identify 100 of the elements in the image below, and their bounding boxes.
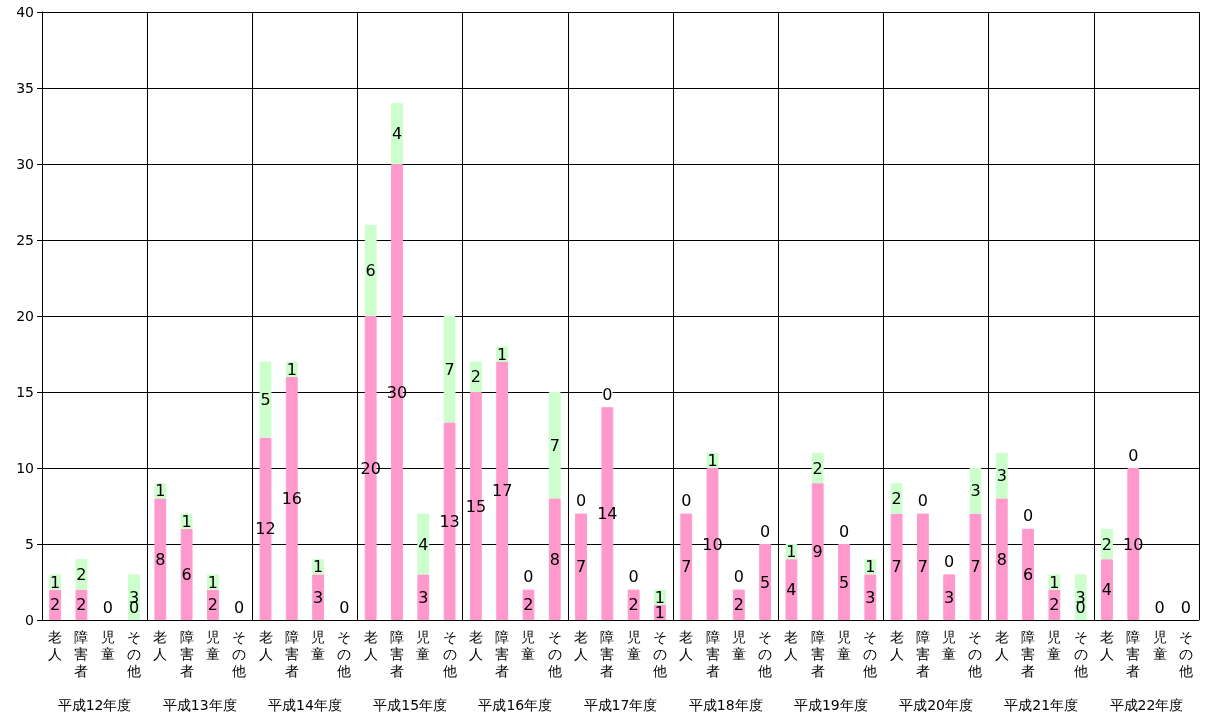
- data-label: 2: [76, 564, 87, 584]
- x-tick-label: 児童: [626, 628, 641, 662]
- bar: [838, 544, 850, 620]
- data-label: 0: [575, 491, 587, 511]
- bar: [364, 224, 377, 316]
- x-tick-label: 障害者: [74, 628, 89, 679]
- data-label: 16: [281, 488, 302, 508]
- bar: [548, 498, 561, 620]
- data-label: 2: [812, 458, 823, 478]
- data-label: 1: [707, 450, 718, 470]
- data-label: 20: [360, 458, 381, 478]
- data-label: 3: [970, 481, 981, 501]
- data-label: 0: [1022, 506, 1034, 526]
- data-label: 5: [838, 572, 850, 592]
- x-tick-label: 老人: [574, 628, 589, 662]
- data-label: 6: [181, 564, 192, 584]
- data-label: 7: [575, 557, 587, 577]
- data-label: 3: [996, 466, 1007, 486]
- data-label: 0: [917, 491, 928, 511]
- bar: [522, 589, 535, 620]
- data-label: 2: [50, 595, 61, 615]
- x-tick-label: 老人: [258, 628, 273, 662]
- x-tick-label: その他: [1073, 628, 1088, 679]
- x-tick-label: 老人: [468, 628, 483, 662]
- text: 平成18年度: [688, 697, 763, 713]
- data-label: 2: [523, 595, 534, 615]
- data-label: 0: [838, 521, 850, 541]
- x-tick-label: その他: [547, 628, 562, 679]
- x-tick-label: 児童: [100, 628, 115, 662]
- bar: [575, 513, 587, 620]
- data-label: 1: [155, 481, 166, 501]
- bar: [995, 452, 1008, 499]
- data-label: 7: [549, 435, 560, 455]
- data-label: 1: [1049, 572, 1060, 592]
- x-tick-label: その他: [232, 628, 247, 679]
- x-tick-label: その他: [337, 628, 352, 679]
- y-tick-label: 40: [16, 4, 34, 20]
- data-label: 0: [733, 567, 744, 587]
- x-tick-label: 老人: [679, 628, 694, 662]
- data-label: 7: [970, 557, 981, 577]
- bar: [259, 361, 272, 438]
- text: 平成22年度: [1109, 697, 1184, 713]
- x-tick-label: 障害者: [705, 628, 720, 679]
- x-tick-label: 障害者: [495, 628, 510, 679]
- x-tick-label: 児童: [731, 628, 746, 662]
- bar: [916, 513, 929, 620]
- data-label: 0: [1128, 445, 1139, 465]
- data-label: 2: [891, 488, 902, 508]
- data-label: 10: [702, 534, 723, 554]
- data-label: 0: [523, 567, 534, 587]
- y-tick-label: 0: [25, 612, 34, 628]
- data-label: 7: [891, 557, 902, 577]
- bar: [1101, 559, 1113, 620]
- data-label: 0: [1180, 597, 1191, 617]
- x-tick-label: 児童: [311, 628, 326, 662]
- x-tick-label: 障害者: [600, 628, 615, 679]
- data-label: 5: [260, 390, 271, 410]
- data-label: 15: [465, 496, 487, 516]
- y-tick-label: 35: [16, 80, 34, 96]
- bar: [811, 483, 824, 620]
- bar: [548, 392, 561, 499]
- x-tick-label: 老人: [363, 628, 378, 662]
- bar: [890, 513, 903, 620]
- data-label: 2: [207, 595, 219, 615]
- bar: [969, 513, 982, 620]
- x-tick-label: その他: [968, 628, 983, 679]
- data-label: 2: [733, 595, 744, 615]
- data-label: 17: [491, 481, 513, 501]
- data-label: 4: [418, 534, 429, 554]
- text: 平成16年度: [478, 697, 553, 713]
- y-tick-label: 10: [16, 460, 34, 476]
- bar: [75, 589, 88, 620]
- x-tick-label: その他: [863, 628, 878, 679]
- bar: [943, 574, 956, 620]
- text: 平成15年度: [373, 697, 448, 713]
- x-tick-label: その他: [758, 628, 773, 679]
- bar: [759, 544, 772, 620]
- x-tick-label: その他: [652, 628, 667, 679]
- data-label: 4: [786, 580, 797, 600]
- data-label: 1: [207, 572, 219, 592]
- text: 平成19年度: [793, 697, 868, 713]
- data-label: 1: [181, 511, 192, 531]
- x-tick-label: 障害者: [179, 628, 194, 679]
- data-label: 0: [628, 567, 639, 587]
- y-tick-label: 30: [16, 156, 34, 172]
- data-label: 0: [681, 491, 692, 511]
- x-tick-label: 障害者: [810, 628, 825, 679]
- data-label: 2: [628, 595, 639, 615]
- data-label: 7: [444, 359, 455, 379]
- x-tick-label: 児童: [837, 628, 852, 662]
- x-tick-label: 障害者: [284, 628, 299, 679]
- data-label: 6: [1022, 564, 1034, 584]
- data-label: 1: [313, 557, 324, 577]
- data-label: 4: [1101, 580, 1113, 600]
- text: 平成21年度: [1004, 697, 1079, 713]
- bar: [1022, 528, 1034, 620]
- x-tick-label: その他: [442, 628, 457, 679]
- data-label: 1: [654, 587, 666, 607]
- data-label: 8: [155, 549, 166, 569]
- x-tick-label: 障害者: [389, 628, 404, 679]
